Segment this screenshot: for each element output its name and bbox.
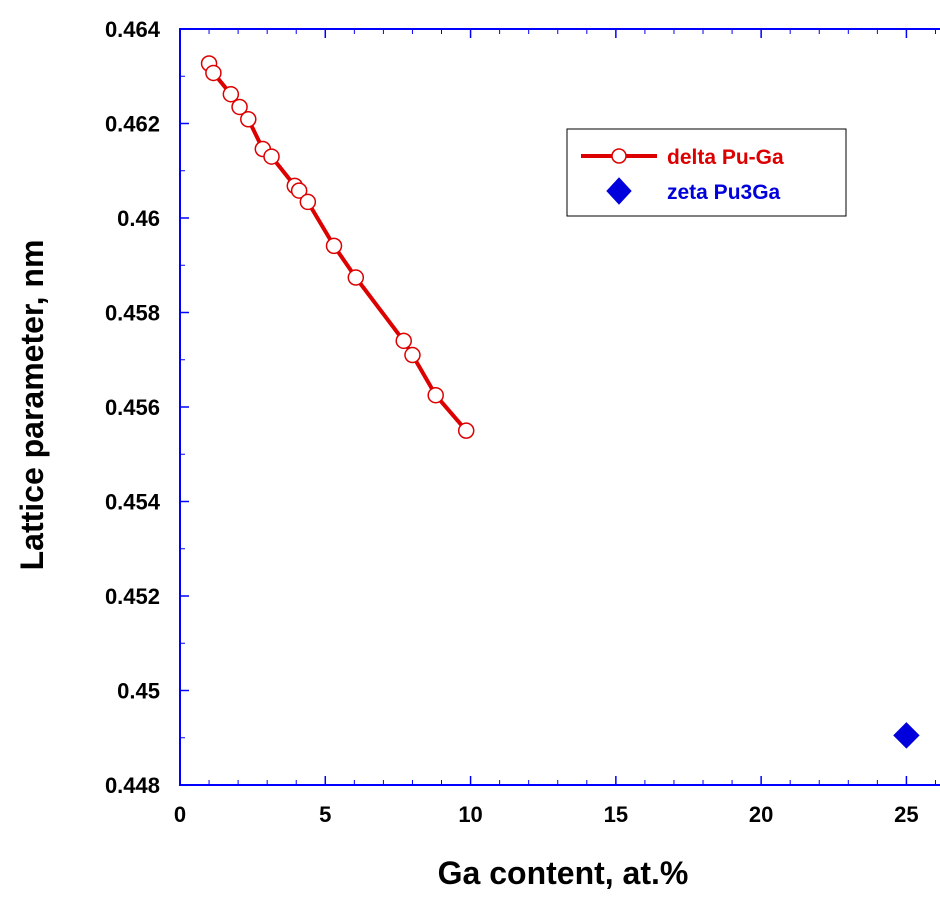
legend-zeta-marker xyxy=(606,177,632,205)
x-tick-label: 5 xyxy=(319,802,331,827)
delta-pu-ga-point xyxy=(299,193,317,211)
y-tick-label: 0.46 xyxy=(117,206,160,231)
x-tick-label: 15 xyxy=(604,802,628,827)
x-tick-label: 10 xyxy=(458,802,482,827)
y-tick-label: 0.448 xyxy=(105,773,160,798)
delta-pu-ga-point xyxy=(222,85,240,103)
y-axis-ticks: 0.448 0.45 0.452 0.454 0.456 0.458 0.46 0.462 0.… xyxy=(105,17,189,798)
y-tick-label: 0.464 xyxy=(105,17,161,42)
delta-pu-ga-point xyxy=(263,148,280,165)
y-tick-label: 0.452 xyxy=(105,584,160,609)
y-axis-title: Lattice parameter, nm xyxy=(14,240,50,571)
x-tick-label: 0 xyxy=(174,802,186,827)
legend-delta-label: delta Pu-Ga xyxy=(667,146,784,169)
delta-pu-ga-point xyxy=(347,269,365,286)
x-axis-title: Ga content, at.% xyxy=(438,855,689,891)
y-tick-label: 0.454 xyxy=(105,490,161,515)
legend-zeta-label: zeta Pu3Ga xyxy=(667,181,781,204)
series-layer xyxy=(200,55,920,749)
legend-box xyxy=(566,128,847,217)
y-tick-label: 0.45 xyxy=(117,679,160,704)
legend-delta-marker xyxy=(611,148,627,164)
delta-pu-ga-point xyxy=(240,110,257,128)
delta-pu-ga-point xyxy=(404,346,421,364)
zeta-pu3ga-point xyxy=(893,722,920,749)
x-tick-label: 25 xyxy=(894,802,918,827)
x-tick-label: 20 xyxy=(749,802,773,827)
delta-pu-ga-point xyxy=(231,98,248,116)
y-tick-label: 0.456 xyxy=(105,395,160,420)
delta-pu-ga-point xyxy=(395,332,412,350)
delta-pu-ga-point xyxy=(325,237,343,255)
legend: delta Pu-Ga zeta Pu3Ga xyxy=(566,128,847,217)
y-tick-label: 0.462 xyxy=(105,112,160,137)
x-axis-ticks: 0 5 10 15 20 25 xyxy=(174,29,936,827)
y-tick-label: 0.458 xyxy=(105,301,160,326)
delta-pu-ga-point xyxy=(205,64,222,82)
delta-pu-ga-point xyxy=(427,386,444,404)
delta-pu-ga-point xyxy=(457,422,475,439)
delta-pu-ga-point xyxy=(290,182,308,199)
